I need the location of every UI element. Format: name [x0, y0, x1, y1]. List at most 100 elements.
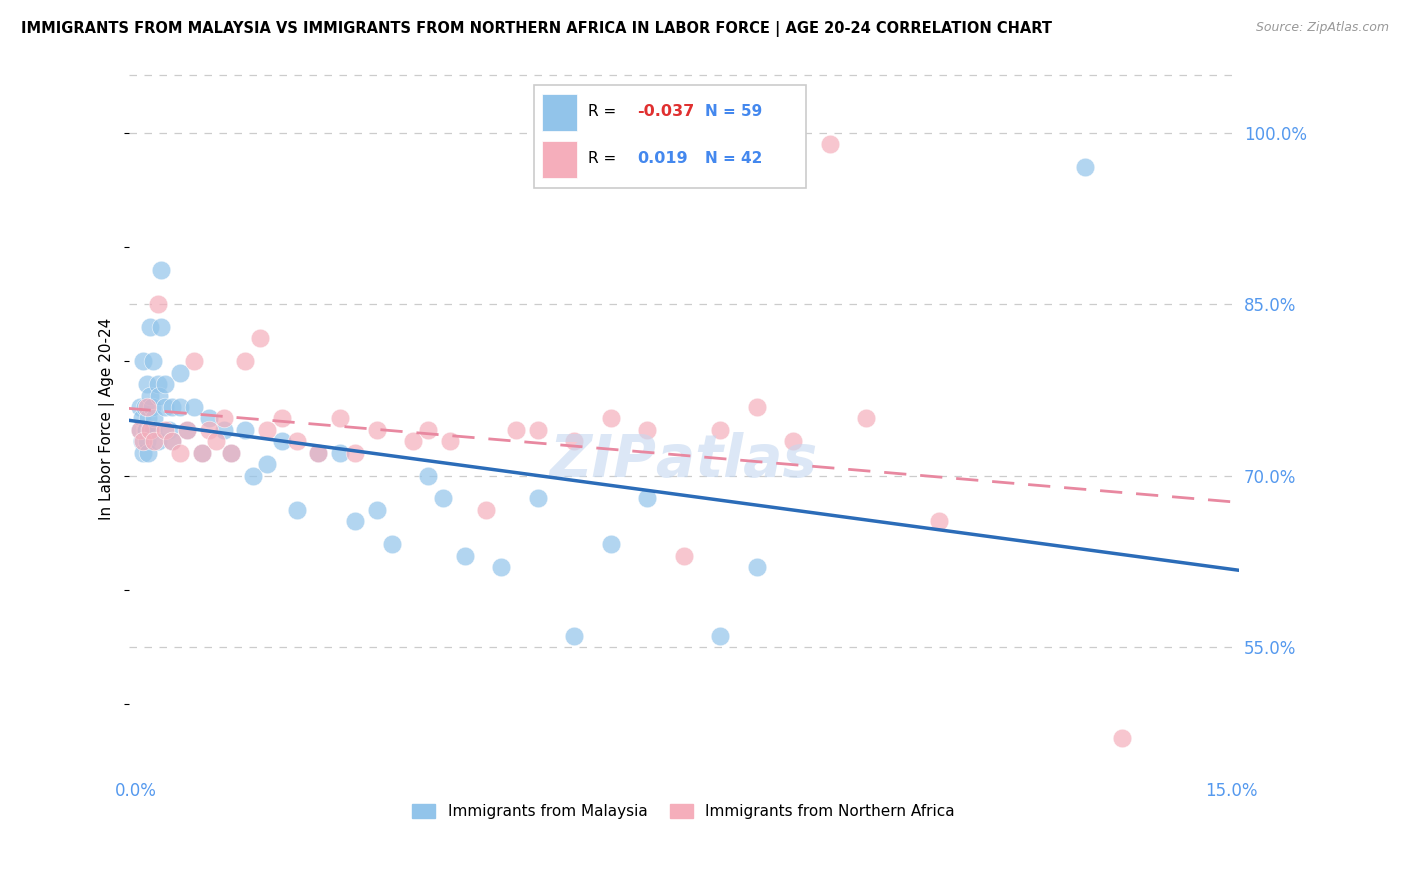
- Point: [636, 423, 658, 437]
- Point: [162, 400, 184, 414]
- Point: [157, 423, 180, 437]
- Point: [489, 560, 512, 574]
- Legend: Immigrants from Malaysia, Immigrants from Northern Africa: Immigrants from Malaysia, Immigrants fro…: [406, 797, 962, 825]
- Point: [256, 457, 278, 471]
- Point: [139, 388, 162, 402]
- Point: [636, 491, 658, 506]
- Point: [745, 400, 768, 414]
- Point: [380, 537, 402, 551]
- Point: [139, 423, 162, 437]
- Text: ZIP​atlas: ZIP​atlas: [550, 433, 818, 490]
- Point: [148, 388, 170, 402]
- Point: [183, 400, 205, 414]
- Y-axis label: In Labor Force | Age 20-24: In Labor Force | Age 20-24: [100, 318, 115, 519]
- Point: [134, 423, 156, 437]
- Point: [143, 411, 166, 425]
- Point: [271, 434, 294, 449]
- Point: [271, 411, 294, 425]
- Point: [135, 400, 157, 414]
- Point: [526, 491, 548, 506]
- Point: [198, 411, 221, 425]
- Point: [562, 629, 585, 643]
- Point: [526, 423, 548, 437]
- Point: [855, 411, 877, 425]
- Point: [439, 434, 461, 449]
- Point: [505, 423, 527, 437]
- Point: [131, 434, 153, 449]
- Point: [416, 423, 439, 437]
- Point: [343, 514, 366, 528]
- Point: [128, 423, 150, 437]
- Point: [308, 445, 330, 459]
- Point: [599, 411, 621, 425]
- Text: IMMIGRANTS FROM MALAYSIA VS IMMIGRANTS FROM NORTHERN AFRICA IN LABOR FORCE | AGE: IMMIGRANTS FROM MALAYSIA VS IMMIGRANTS F…: [21, 21, 1052, 37]
- Point: [190, 445, 212, 459]
- Point: [599, 537, 621, 551]
- Point: [146, 377, 169, 392]
- Point: [219, 445, 242, 459]
- Point: [142, 423, 165, 437]
- Point: [129, 400, 152, 414]
- Point: [136, 445, 159, 459]
- Point: [135, 377, 157, 392]
- Point: [402, 434, 425, 449]
- Point: [212, 411, 235, 425]
- Point: [745, 560, 768, 574]
- Point: [343, 445, 366, 459]
- Point: [169, 445, 191, 459]
- Point: [176, 423, 198, 437]
- Point: [249, 331, 271, 345]
- Point: [198, 423, 221, 437]
- Point: [142, 354, 165, 368]
- Point: [169, 366, 191, 380]
- Point: [242, 468, 264, 483]
- Point: [453, 549, 475, 563]
- Point: [366, 503, 388, 517]
- Point: [475, 503, 498, 517]
- Point: [134, 400, 156, 414]
- Point: [135, 434, 157, 449]
- Point: [190, 445, 212, 459]
- Point: [366, 423, 388, 437]
- Point: [183, 354, 205, 368]
- Point: [143, 434, 166, 449]
- Point: [782, 434, 804, 449]
- Point: [205, 434, 228, 449]
- Point: [146, 434, 169, 449]
- Point: [235, 423, 257, 437]
- Point: [132, 445, 155, 459]
- Point: [139, 320, 162, 334]
- Point: [169, 400, 191, 414]
- Point: [136, 411, 159, 425]
- Point: [709, 423, 731, 437]
- Point: [432, 491, 454, 506]
- Point: [135, 423, 157, 437]
- Point: [219, 445, 242, 459]
- Point: [562, 434, 585, 449]
- Point: [928, 514, 950, 528]
- Point: [132, 354, 155, 368]
- Point: [709, 629, 731, 643]
- Point: [132, 434, 155, 449]
- Point: [141, 400, 163, 414]
- Point: [285, 503, 308, 517]
- Point: [672, 549, 695, 563]
- Point: [176, 423, 198, 437]
- Point: [162, 434, 184, 449]
- Point: [235, 354, 257, 368]
- Point: [162, 434, 184, 449]
- Point: [153, 400, 176, 414]
- Point: [149, 320, 172, 334]
- Point: [153, 377, 176, 392]
- Point: [329, 445, 352, 459]
- Point: [153, 423, 176, 437]
- Point: [416, 468, 439, 483]
- Point: [146, 297, 169, 311]
- Point: [128, 423, 150, 437]
- Text: Source: ZipAtlas.com: Source: ZipAtlas.com: [1256, 21, 1389, 34]
- Point: [138, 423, 160, 437]
- Point: [1074, 160, 1097, 174]
- Point: [308, 445, 330, 459]
- Point: [285, 434, 308, 449]
- Point: [1111, 731, 1133, 746]
